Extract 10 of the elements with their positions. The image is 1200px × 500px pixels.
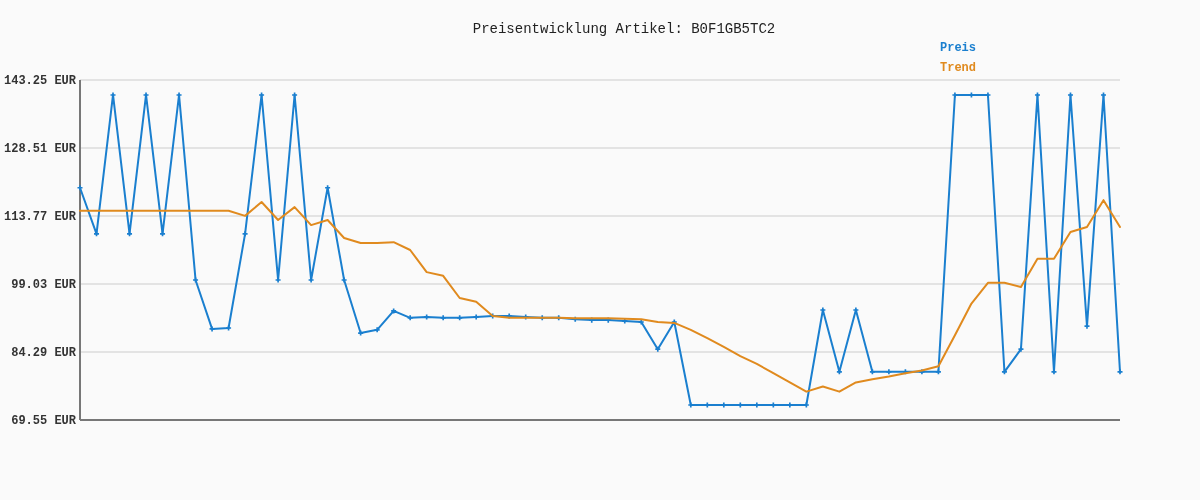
y-tick-label: 113.77 EUR — [3, 210, 77, 224]
y-tick-label: 69.55 EUR — [11, 414, 77, 428]
y-tick-label: 84.29 EUR — [11, 346, 77, 360]
text: Trend — [940, 61, 977, 75]
y-tick-label: 143.25 EUR — [3, 74, 77, 88]
chart-title: Preisentwicklung Artikel: B0F1GB5TC2 — [472, 21, 776, 37]
y-tick-label: 99.03 EUR — [11, 278, 77, 292]
line-series — [79, 199, 1121, 393]
y-tick-label: 128.51 EUR — [3, 142, 77, 156]
text: Preis — [940, 41, 977, 55]
